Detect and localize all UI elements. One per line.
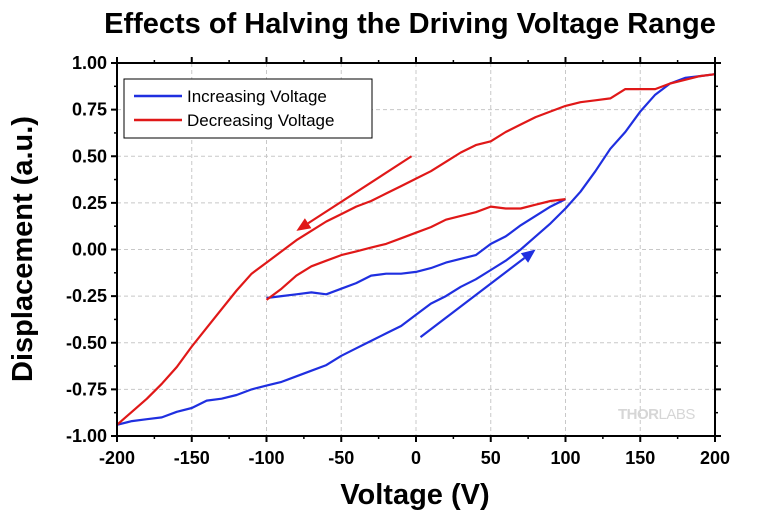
legend-box xyxy=(123,78,373,139)
annotation-arrow-shaft xyxy=(307,155,413,225)
logo-part-labs: LABS xyxy=(659,406,696,423)
logo-part-thor: THOR xyxy=(618,406,659,423)
x-tick-label: -50 xyxy=(328,448,354,468)
x-tick-label: 150 xyxy=(625,448,655,468)
x-tick-label: 100 xyxy=(550,448,580,468)
y-tick-label: 0.00 xyxy=(72,240,107,260)
x-tick-label: -100 xyxy=(248,448,284,468)
y-axis-title: Displacement (a.u.) xyxy=(7,116,39,382)
series-increasing-voltage xyxy=(116,73,716,426)
chart-title: Effects of Halving the Driving Voltage R… xyxy=(104,8,716,40)
legend-label-increasing: Increasing Voltage xyxy=(187,87,327,106)
y-tick-label: 0.75 xyxy=(72,100,107,120)
x-tick-label: -150 xyxy=(174,448,210,468)
y-tick-label: -0.75 xyxy=(66,379,107,399)
thorlabs-logo: THORLABS xyxy=(618,406,695,423)
series-line xyxy=(116,73,716,426)
plot-series xyxy=(116,73,716,426)
grid xyxy=(117,63,715,436)
axis-ticks: -200 -150 -100 -50 0 50 100 150 200 1.00 0.75 0.50 0… xyxy=(66,53,730,468)
annotation-arrow-shaft xyxy=(419,257,526,339)
series-line xyxy=(116,73,716,426)
x-tick-label: 50 xyxy=(481,448,501,468)
y-tick-label: -1.00 xyxy=(66,426,107,446)
x-tick-label: 200 xyxy=(700,448,730,468)
annotation-arrows xyxy=(296,155,536,339)
series-line xyxy=(265,198,566,301)
legend-label-decreasing: Decreasing Voltage xyxy=(187,111,334,130)
x-tick-label: -200 xyxy=(99,448,135,468)
series-line xyxy=(266,198,566,300)
y-tick-label: 0.50 xyxy=(72,146,107,166)
y-tick-label: -0.50 xyxy=(66,333,107,353)
y-tick-label: 0.25 xyxy=(72,193,107,213)
y-tick-label: 1.00 xyxy=(72,53,107,73)
series-decreasing-voltage xyxy=(116,73,716,426)
y-tick-label: -0.25 xyxy=(66,286,107,306)
annotation-arrow-head xyxy=(296,218,312,231)
legend: Increasing Voltage Decreasing Voltage xyxy=(123,78,373,139)
x-tick-label: 0 xyxy=(411,448,421,468)
annotation-arrow-head xyxy=(520,249,536,263)
x-axis-title: Voltage (V) xyxy=(340,479,489,511)
